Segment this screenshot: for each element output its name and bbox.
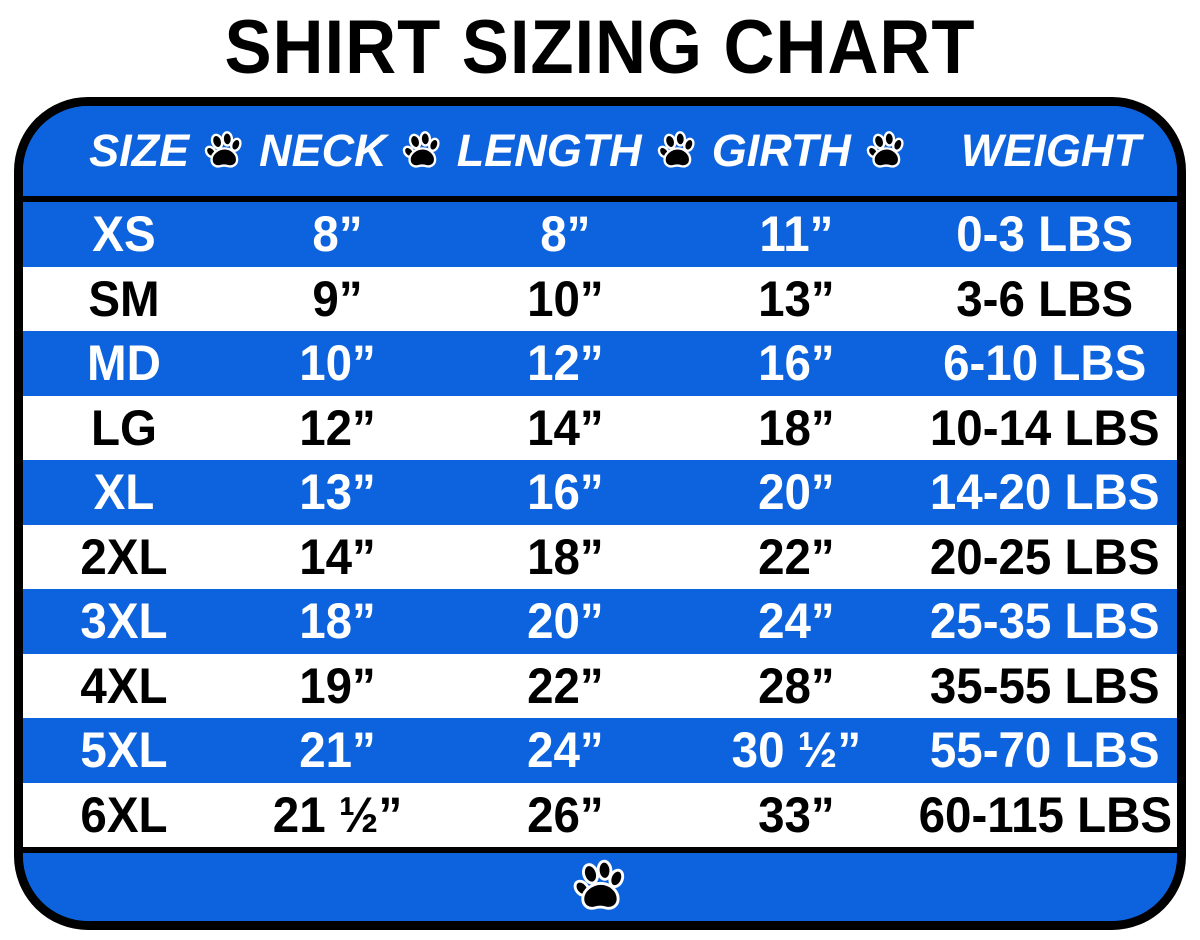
paw-print-icon	[201, 128, 247, 174]
cell-neck: 10”	[299, 335, 376, 392]
table-row: XS 8” 8” 11” 0-3 LBS	[23, 202, 1177, 267]
cell-girth: 13”	[757, 270, 835, 327]
cell-size: 5XL	[80, 722, 168, 779]
cell-length: 18”	[527, 528, 604, 585]
cell-weight: 60-115 LBS	[918, 786, 1172, 843]
cell-weight: 35-55 LBS	[929, 657, 1160, 714]
column-header-length: LENGTH	[456, 125, 642, 176]
cell-neck: 19”	[299, 657, 376, 714]
cell-size: XL	[93, 464, 155, 521]
cell-length: 22”	[527, 657, 604, 714]
cell-size: LG	[90, 399, 157, 456]
table-row: MD 10” 12” 16” 6-10 LBS	[23, 331, 1177, 396]
cell-length: 26”	[527, 786, 604, 843]
paw-print-icon	[571, 858, 629, 916]
table-row: 5XL 21” 24” 30 ½” 55-70 LBS	[23, 718, 1177, 783]
table-row: 4XL 19” 22” 28” 35-55 LBS	[23, 653, 1177, 718]
cell-neck: 13”	[299, 464, 376, 521]
cell-neck: 14”	[299, 528, 376, 585]
table-row: 2XL 14” 18” 22” 20-25 LBS	[23, 524, 1177, 589]
column-header-size: SIZE	[89, 125, 190, 176]
sizing-table-card: SIZE NECK LENGTH GIRTH WEIGHT XS 8” 8” 11” 0-3 L…	[14, 97, 1186, 930]
cell-length: 16”	[527, 464, 604, 521]
cell-girth: 18”	[757, 399, 835, 456]
cell-weight: 14-20 LBS	[929, 464, 1160, 521]
cell-girth: 24”	[757, 593, 835, 650]
cell-girth: 16”	[757, 335, 835, 392]
table-row: XL 13” 16” 20” 14-20 LBS	[23, 460, 1177, 525]
cell-length: 10”	[527, 270, 604, 327]
cell-length: 24”	[527, 722, 604, 779]
paw-print-icon	[399, 128, 445, 174]
table-row: LG 12” 14” 18” 10-14 LBS	[23, 395, 1177, 460]
cell-weight: 6-10 LBS	[942, 335, 1146, 392]
column-header-neck: NECK	[259, 125, 387, 176]
table-body: XS 8” 8” 11” 0-3 LBS SM 9” 10” 13” 3-6 LBS MD 10” 12…	[23, 202, 1177, 847]
paw-print-icon	[863, 128, 909, 174]
cell-neck: 12”	[299, 399, 376, 456]
cell-size: MD	[87, 335, 161, 392]
table-row: 3XL 18” 20” 24” 25-35 LBS	[23, 589, 1177, 654]
cell-girth: 11”	[759, 206, 834, 263]
cell-size: 3XL	[80, 593, 168, 650]
cell-size: 4XL	[80, 657, 168, 714]
paw-print-icon	[654, 128, 700, 174]
cell-length: 14”	[527, 399, 604, 456]
column-header-girth: GIRTH	[711, 125, 851, 176]
cell-size: XS	[92, 206, 156, 263]
cell-girth: 30 ½”	[731, 722, 861, 779]
cell-weight: 3-6 LBS	[955, 270, 1133, 327]
cell-weight: 20-25 LBS	[929, 528, 1160, 585]
cell-girth: 28”	[757, 657, 835, 714]
cell-length: 12”	[527, 335, 604, 392]
cell-girth: 33”	[757, 786, 835, 843]
cell-neck: 21 ½”	[272, 786, 403, 843]
table-header-row: SIZE NECK LENGTH GIRTH WEIGHT	[23, 106, 1177, 202]
cell-neck: 18”	[299, 593, 376, 650]
cell-size: SM	[88, 270, 160, 327]
cell-length: 20”	[527, 593, 604, 650]
cell-size: 2XL	[80, 528, 168, 585]
cell-weight: 10-14 LBS	[929, 399, 1160, 456]
cell-girth: 20”	[757, 464, 835, 521]
cell-girth: 22”	[757, 528, 835, 585]
page-title: SHIRT SIZING CHART	[224, 5, 976, 90]
cell-length: 8”	[540, 206, 591, 263]
cell-neck: 21”	[299, 722, 376, 779]
cell-neck: 9”	[312, 270, 363, 327]
cell-weight: 25-35 LBS	[929, 593, 1160, 650]
cell-size: 6XL	[80, 786, 168, 843]
cell-weight: 55-70 LBS	[929, 722, 1160, 779]
column-header-weight: WEIGHT	[960, 125, 1141, 176]
table-row: 6XL 21 ½” 26” 33” 60-115 LBS	[23, 782, 1177, 847]
table-row: SM 9” 10” 13” 3-6 LBS	[23, 266, 1177, 331]
cell-neck: 8”	[312, 206, 363, 263]
footer-bar	[23, 847, 1177, 921]
cell-weight: 0-3 LBS	[955, 206, 1133, 263]
